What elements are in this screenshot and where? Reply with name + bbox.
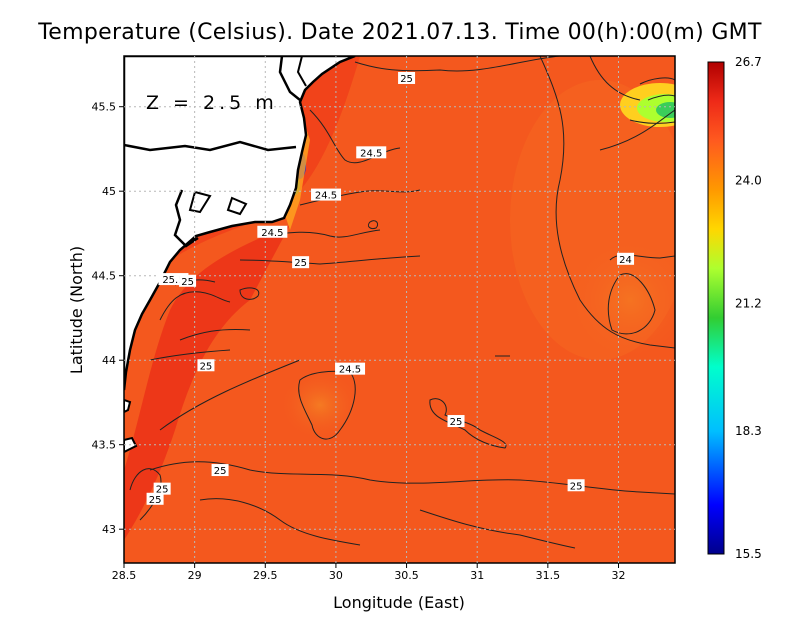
contour-label: 25 [211,464,229,477]
contour-label: 24 [617,252,635,266]
x-tick-label: 31 [470,569,484,582]
depth-label: Z = 2.5 m [146,92,278,114]
colorbar-tick-label: 15.5 [735,547,762,561]
svg-text:25: 25 [570,481,583,492]
x-tick-label: 28.5 [112,569,137,582]
y-tick-label: 45.5 [92,101,117,114]
contour-lines [129,56,675,549]
x-tick-label: 29 [188,569,202,582]
y-tick-label: 43 [102,523,116,536]
x-tick-label: 29.5 [253,569,278,582]
y-tick-label: 44 [102,354,116,367]
x-axis-label: Longitude (East) [333,593,465,612]
y-tick-label: 45 [102,185,116,198]
x-tick-label: 30 [329,569,343,582]
x-tick-label: 31.5 [536,569,561,582]
plot-title: Temperature (Celsius). Date 2021.07.13. … [38,20,762,45]
colorbar-tick-label: 21.2 [735,297,762,311]
x-tick-label: 32 [611,569,625,582]
svg-text:25: 25 [156,485,169,496]
svg-text:25: 25 [200,361,213,372]
contour-label: 24.5 [257,225,288,239]
land-mass [124,56,356,391]
contour-label: 25 [153,482,171,496]
y-tick-label: 44.5 [92,270,117,283]
svg-text:24.5: 24.5 [360,148,382,159]
colorbar [707,61,725,555]
colorbar-tick-label: 18.3 [735,424,762,438]
svg-text:24: 24 [619,255,632,266]
contour-label: 25 [146,492,164,506]
svg-text:25: 25 [294,258,307,269]
contour-label: 25 [398,71,416,85]
grid [124,56,675,563]
sea-temperature-field [124,56,675,563]
svg-text:24.5: 24.5 [315,191,337,202]
contour-label: 25 [179,274,197,288]
x-axis-ticks: 28.5 29 29.5 30 30.5 31 31.5 32 [112,563,625,582]
plot-frame [123,55,676,564]
svg-text:25.5: 25.5 [162,275,184,286]
contour-label: 25 [292,256,310,269]
contour-label: 24.5 [356,146,387,159]
svg-text:25: 25 [181,277,194,288]
y-axis-ticks: 45.5 45 44.5 44 43.5 43 [92,101,124,536]
colorbar-tick-label: 24.0 [735,174,762,188]
y-tick-label: 43.5 [92,439,117,452]
contour-label: 25 [447,415,465,428]
y-axis-label: Latitude (North) [67,246,86,374]
contour-label: 24.5 [311,188,342,202]
colorbar-tick-label: 26.7 [735,55,762,69]
x-tick-label: 30.5 [394,569,419,582]
colorbar-ticks: 26.7 24.0 21.2 18.3 15.5 [735,55,762,561]
contour-label: 25 [197,359,215,372]
svg-text:24.5: 24.5 [261,228,283,239]
svg-text:25: 25 [214,466,227,477]
contour-label: 24.5 [335,362,366,376]
contour-label: 25 [567,479,585,492]
svg-text:25: 25 [450,417,463,428]
svg-text:25: 25 [400,74,413,85]
svg-text:24.5: 24.5 [339,365,361,376]
svg-text:25: 25 [149,495,162,506]
